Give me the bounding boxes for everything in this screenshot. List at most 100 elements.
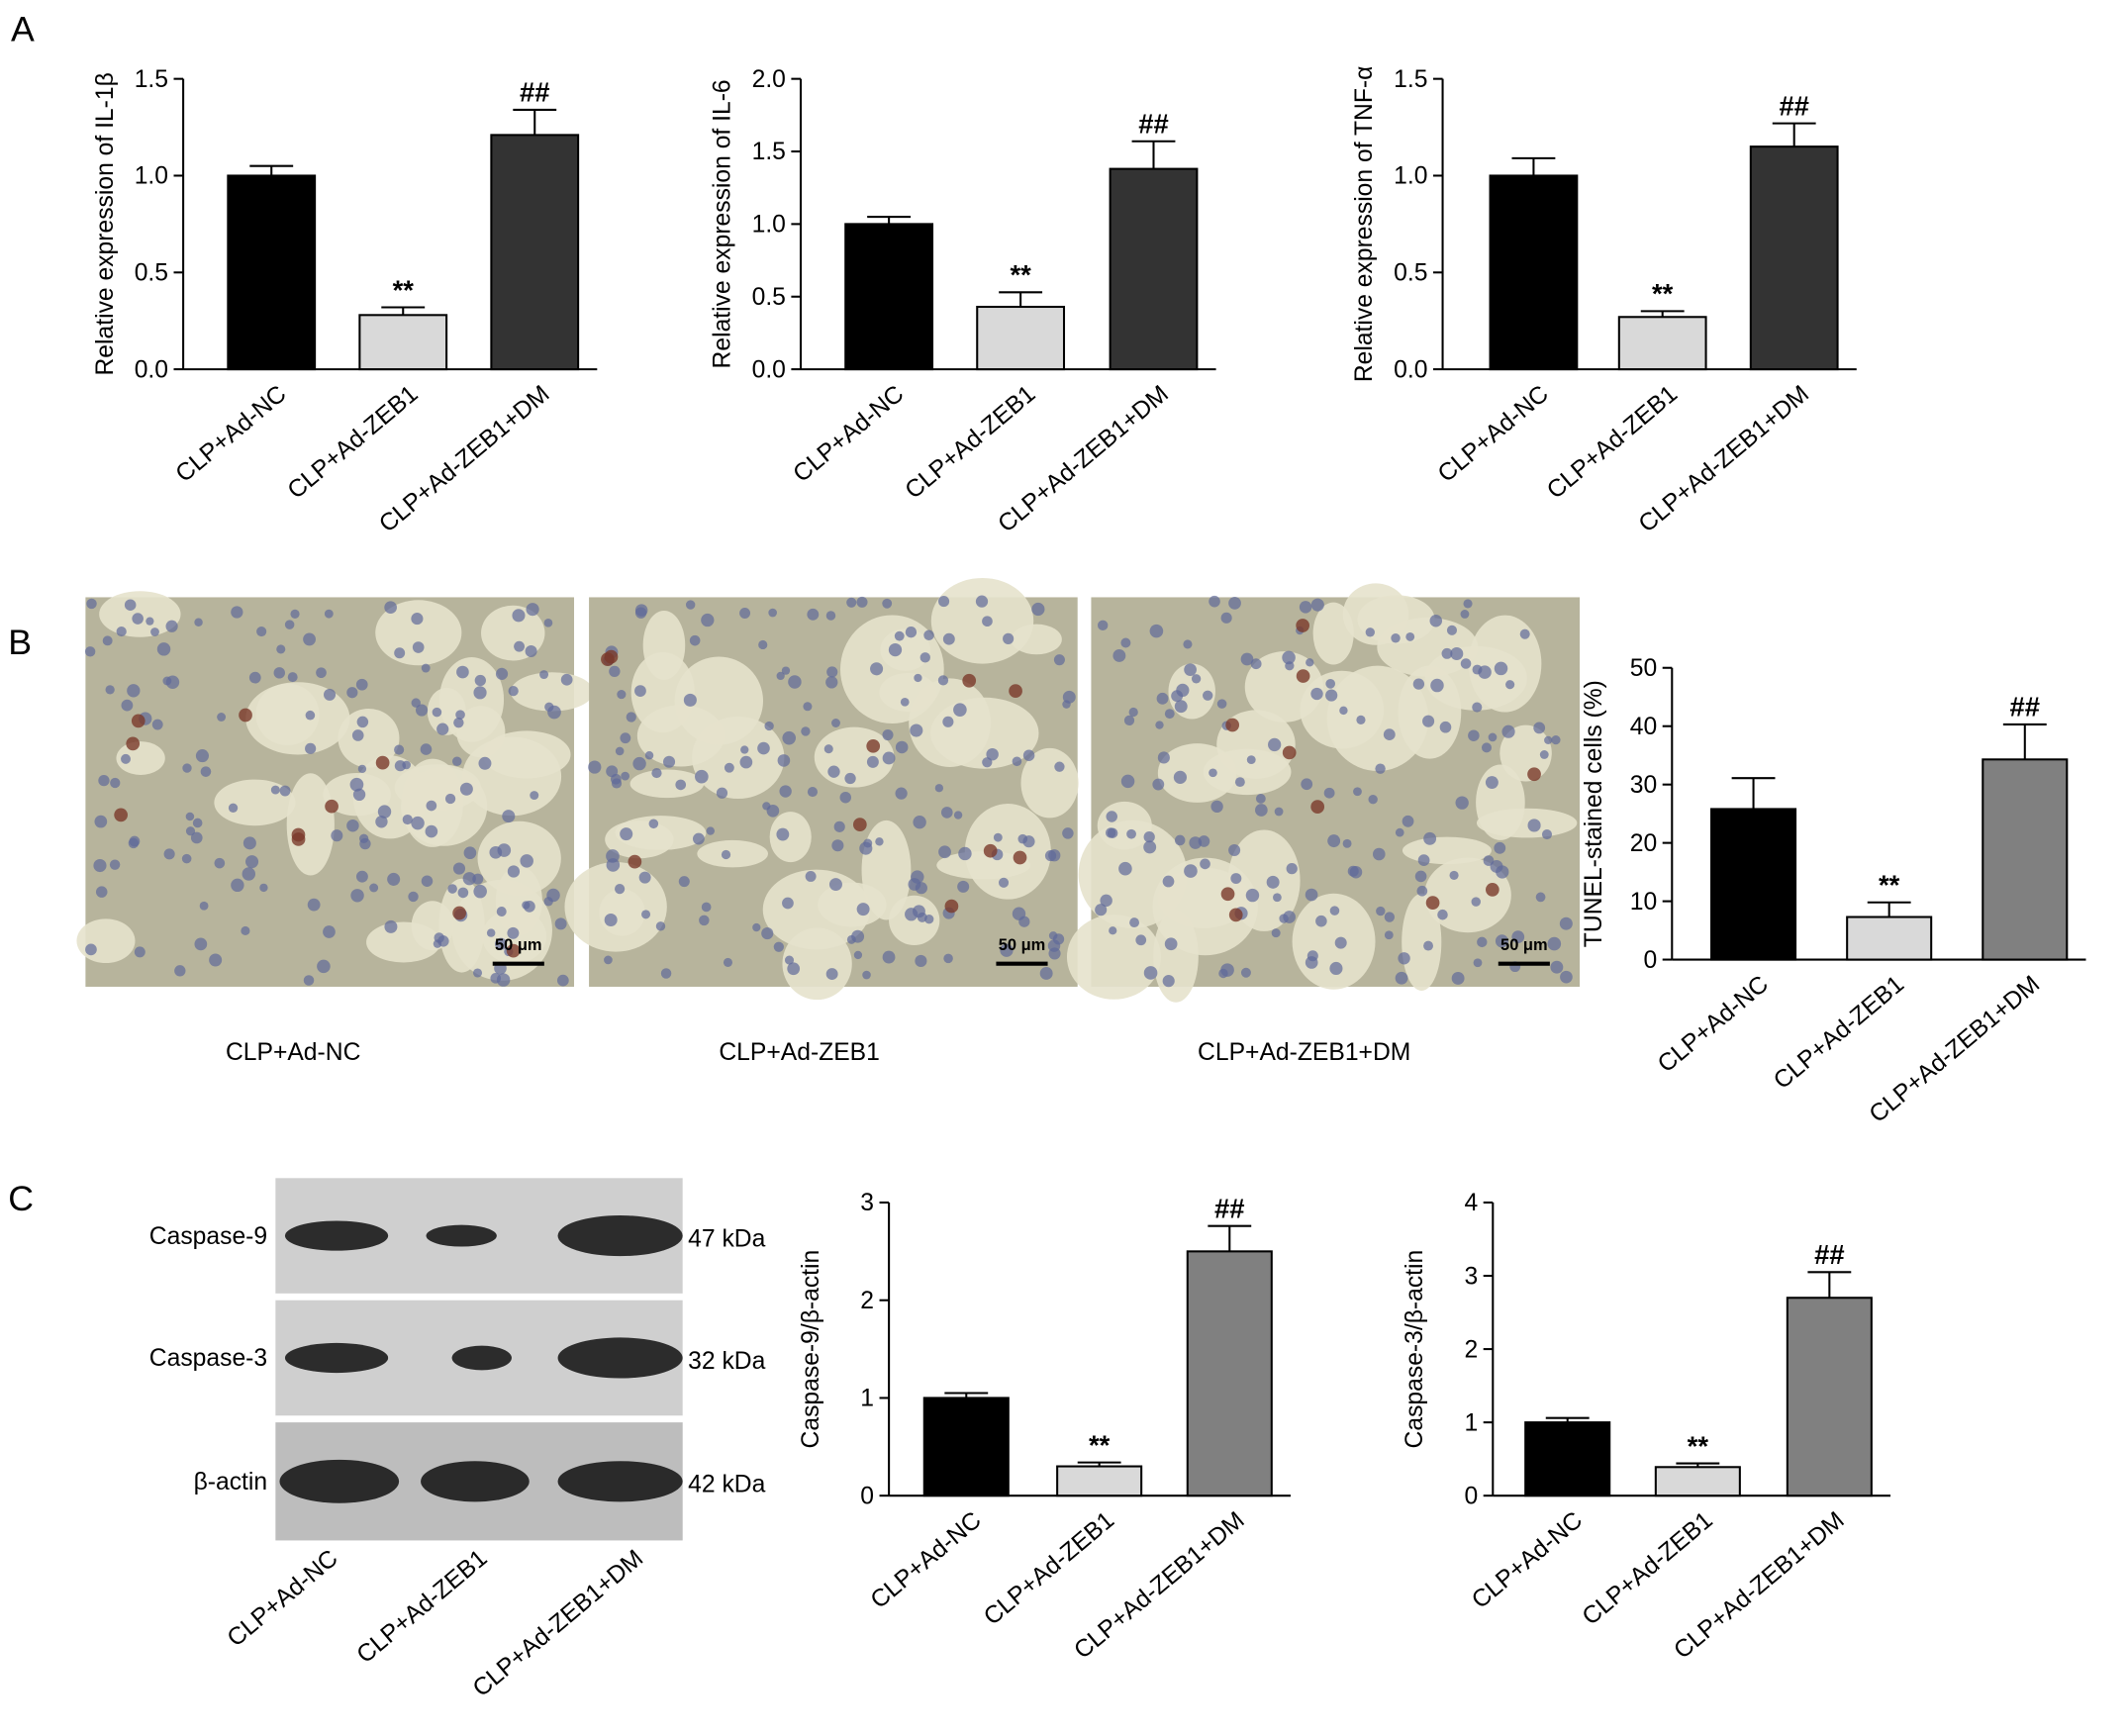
nucleus	[663, 755, 676, 768]
nucleus	[758, 639, 768, 650]
y-tick-label: 1	[860, 1386, 874, 1412]
stained-nucleus	[1282, 745, 1297, 760]
nucleus	[369, 883, 379, 893]
nucleus	[1376, 906, 1386, 916]
nucleus	[494, 937, 508, 950]
y-tick-label: 0	[1464, 1483, 1478, 1509]
nucleus	[165, 620, 178, 632]
nucleus	[526, 603, 539, 617]
nucleus	[924, 914, 934, 924]
nucleus	[1398, 952, 1410, 965]
nucleus	[248, 671, 261, 684]
error-bar	[999, 291, 1043, 308]
nucleus	[801, 726, 811, 736]
nucleus	[1422, 715, 1435, 727]
nucleus	[194, 937, 208, 951]
error-bar	[1511, 156, 1556, 176]
nucleus	[1107, 827, 1118, 838]
error-bar	[1077, 1461, 1121, 1467]
y-tick-label: 0	[860, 1483, 874, 1509]
nucleus	[1053, 654, 1065, 666]
nucleus	[723, 957, 733, 967]
lane-label: CLP+Ad-NC	[223, 1545, 343, 1652]
nucleus	[1495, 934, 1509, 948]
x-tick-label: CLP+Ad-NC	[171, 380, 292, 487]
nucleus	[943, 953, 953, 964]
nucleus	[1282, 650, 1296, 665]
nucleus	[355, 678, 368, 691]
nucleus	[940, 807, 953, 819]
stained-nucleus	[126, 736, 141, 751]
nucleus	[473, 884, 487, 899]
nucleus	[604, 913, 618, 926]
nucleus	[1342, 838, 1352, 848]
nucleus	[408, 891, 419, 903]
y-axis-label: Relative expression of IL-1β	[92, 72, 119, 375]
nucleus	[145, 617, 154, 626]
nucleus	[1468, 729, 1480, 741]
bar	[358, 314, 448, 371]
error-bar	[1640, 310, 1685, 318]
nucleus	[276, 644, 286, 654]
nucleus	[1449, 870, 1459, 880]
nucleus	[150, 627, 159, 636]
nucleus	[394, 744, 405, 755]
nucleus	[355, 870, 368, 883]
nucleus	[182, 763, 192, 773]
nucleus	[724, 762, 734, 773]
nucleus	[655, 921, 666, 931]
nucleus	[259, 883, 268, 893]
blot-band	[451, 1345, 512, 1371]
nucleus	[915, 954, 927, 967]
nucleus	[1100, 894, 1112, 908]
nucleus	[1128, 707, 1138, 718]
nucleus	[1054, 761, 1065, 772]
nucleus	[1048, 931, 1058, 940]
nucleus	[416, 704, 429, 717]
nucleus	[331, 829, 343, 842]
nucleus	[116, 626, 127, 637]
x-tick-label: CLP+Ad-NC	[1653, 971, 1774, 1078]
nucleus	[444, 793, 456, 805]
nucleus	[93, 858, 107, 873]
nucleus	[953, 811, 963, 820]
nucleus	[520, 854, 533, 868]
nucleus	[512, 609, 526, 623]
nucleus	[678, 876, 690, 888]
nucleus	[1220, 612, 1232, 624]
nucleus	[547, 705, 561, 720]
nucleus	[1143, 966, 1158, 980]
tubule-lumen	[366, 921, 441, 963]
nucleus	[1347, 865, 1359, 877]
nucleus	[530, 791, 539, 801]
nucleus	[825, 611, 836, 621]
nucleus	[910, 723, 923, 737]
nucleus	[174, 965, 186, 977]
nucleus	[651, 767, 662, 779]
nucleus	[495, 667, 509, 680]
nucleus	[303, 632, 316, 646]
nucleus	[1155, 721, 1164, 729]
nucleus	[706, 826, 715, 835]
nucleus	[303, 975, 315, 986]
nucleus	[958, 846, 972, 861]
nucleus	[1490, 860, 1503, 873]
nucleus	[105, 685, 115, 695]
nucleus	[231, 878, 244, 893]
error-bar	[944, 1392, 989, 1398]
nucleus	[1156, 692, 1169, 705]
nucleus	[1395, 971, 1408, 985]
nucleus	[543, 618, 553, 627]
y-tick-label: 0.5	[752, 284, 786, 311]
nucleus	[739, 755, 753, 769]
micrograph: 50 μm	[1066, 583, 1581, 1003]
nucleus	[1460, 610, 1470, 619]
nucleus	[776, 827, 790, 841]
y-tick-label: 50	[1630, 655, 1657, 682]
nucleus	[375, 816, 388, 828]
nucleus	[777, 754, 791, 767]
nucleus	[773, 941, 784, 952]
tubule-lumen	[1342, 583, 1409, 645]
nucleus	[1416, 885, 1428, 897]
nucleus	[497, 843, 512, 857]
